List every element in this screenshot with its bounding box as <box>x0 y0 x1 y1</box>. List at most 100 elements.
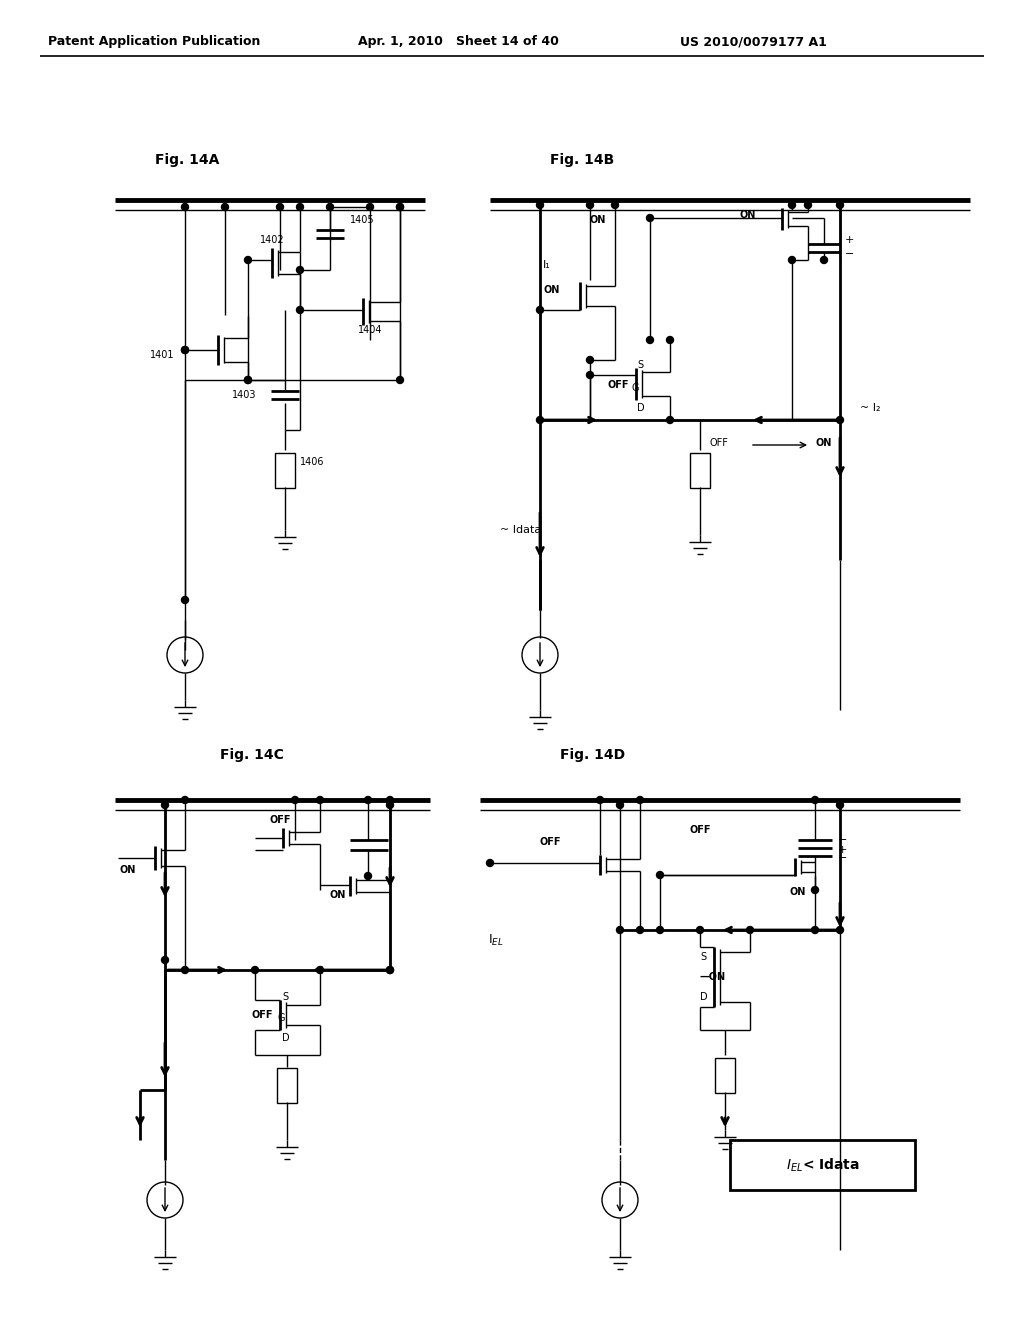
Text: Patent Application Publication: Patent Application Publication <box>48 36 260 49</box>
Circle shape <box>396 203 403 210</box>
Text: OFF: OFF <box>252 1010 273 1020</box>
Circle shape <box>245 256 252 264</box>
Text: ~ I₂: ~ I₂ <box>860 403 881 413</box>
Circle shape <box>811 927 818 933</box>
Text: D: D <box>282 1034 290 1043</box>
Circle shape <box>637 796 643 804</box>
Circle shape <box>316 966 324 974</box>
Text: —ON: —ON <box>700 972 726 982</box>
Circle shape <box>587 356 594 363</box>
Text: 1405: 1405 <box>350 215 375 224</box>
Circle shape <box>637 927 643 933</box>
Circle shape <box>367 203 374 210</box>
Text: 1406: 1406 <box>300 457 325 467</box>
Text: ON: ON <box>790 887 806 898</box>
Circle shape <box>386 966 393 974</box>
Circle shape <box>181 966 188 974</box>
Text: G: G <box>632 383 640 393</box>
Text: S: S <box>700 952 707 962</box>
Circle shape <box>181 346 188 354</box>
Circle shape <box>365 873 372 879</box>
Text: D: D <box>637 403 645 413</box>
Circle shape <box>656 927 664 933</box>
Text: ON: ON <box>543 285 559 294</box>
Circle shape <box>587 202 594 209</box>
Circle shape <box>181 346 188 354</box>
Circle shape <box>537 306 544 314</box>
Text: OFF: OFF <box>270 814 292 825</box>
Circle shape <box>616 927 624 933</box>
Circle shape <box>820 256 827 264</box>
Circle shape <box>805 202 811 209</box>
Text: S: S <box>282 993 288 1002</box>
Circle shape <box>646 337 653 343</box>
Text: ON: ON <box>740 210 757 220</box>
Circle shape <box>245 376 252 384</box>
Bar <box>275 453 295 487</box>
Circle shape <box>386 966 393 974</box>
Circle shape <box>616 801 624 808</box>
Circle shape <box>181 796 188 804</box>
Circle shape <box>181 203 188 210</box>
Text: G: G <box>278 1012 285 1023</box>
Text: ON: ON <box>590 215 606 224</box>
Text: −: − <box>838 836 848 845</box>
Text: D: D <box>700 993 708 1002</box>
Circle shape <box>667 337 674 343</box>
Circle shape <box>297 306 303 314</box>
Bar <box>730 1140 915 1191</box>
Circle shape <box>788 202 796 209</box>
Circle shape <box>837 202 844 209</box>
Text: Fig. 14A: Fig. 14A <box>155 153 219 168</box>
Text: 1402: 1402 <box>260 235 285 246</box>
Text: 1401: 1401 <box>150 350 174 360</box>
Text: OFF: OFF <box>690 825 712 836</box>
Circle shape <box>597 796 603 804</box>
Text: OFF: OFF <box>540 837 561 847</box>
Circle shape <box>386 801 393 808</box>
Circle shape <box>365 796 372 804</box>
Circle shape <box>837 801 844 808</box>
Circle shape <box>297 267 303 273</box>
Circle shape <box>292 796 299 804</box>
Circle shape <box>746 927 754 933</box>
Circle shape <box>837 417 844 424</box>
Circle shape <box>667 417 674 424</box>
Bar <box>715 1057 735 1093</box>
Circle shape <box>656 871 664 879</box>
Text: $I_{EL}$< Idata: $I_{EL}$< Idata <box>786 1156 860 1173</box>
Text: OFF: OFF <box>710 438 729 447</box>
Circle shape <box>327 203 334 210</box>
Circle shape <box>537 202 544 209</box>
Circle shape <box>396 376 403 384</box>
Circle shape <box>646 214 653 222</box>
Text: ON: ON <box>815 438 831 447</box>
Text: 1403: 1403 <box>232 389 256 400</box>
Circle shape <box>696 927 703 933</box>
Circle shape <box>611 202 618 209</box>
Circle shape <box>587 371 594 379</box>
Circle shape <box>162 801 169 808</box>
Text: +: + <box>838 845 848 855</box>
Text: Apr. 1, 2010   Sheet 14 of 40: Apr. 1, 2010 Sheet 14 of 40 <box>358 36 559 49</box>
Circle shape <box>181 597 188 603</box>
Circle shape <box>297 203 303 210</box>
Circle shape <box>252 966 258 974</box>
Circle shape <box>386 796 393 804</box>
Circle shape <box>316 796 324 804</box>
Circle shape <box>486 859 494 866</box>
Text: S: S <box>637 360 643 370</box>
Text: −: − <box>845 249 854 259</box>
Text: ON: ON <box>120 865 136 875</box>
Text: I$_{EL}$: I$_{EL}$ <box>488 932 504 948</box>
Bar <box>278 1068 297 1102</box>
Text: I₁: I₁ <box>543 260 551 271</box>
Text: ON: ON <box>330 890 346 900</box>
Text: OFF: OFF <box>608 380 630 389</box>
Text: US 2010/0079177 A1: US 2010/0079177 A1 <box>680 36 826 49</box>
Circle shape <box>811 796 818 804</box>
Circle shape <box>245 376 252 384</box>
Text: Fig. 14C: Fig. 14C <box>220 748 284 762</box>
Circle shape <box>837 927 844 933</box>
Circle shape <box>221 203 228 210</box>
